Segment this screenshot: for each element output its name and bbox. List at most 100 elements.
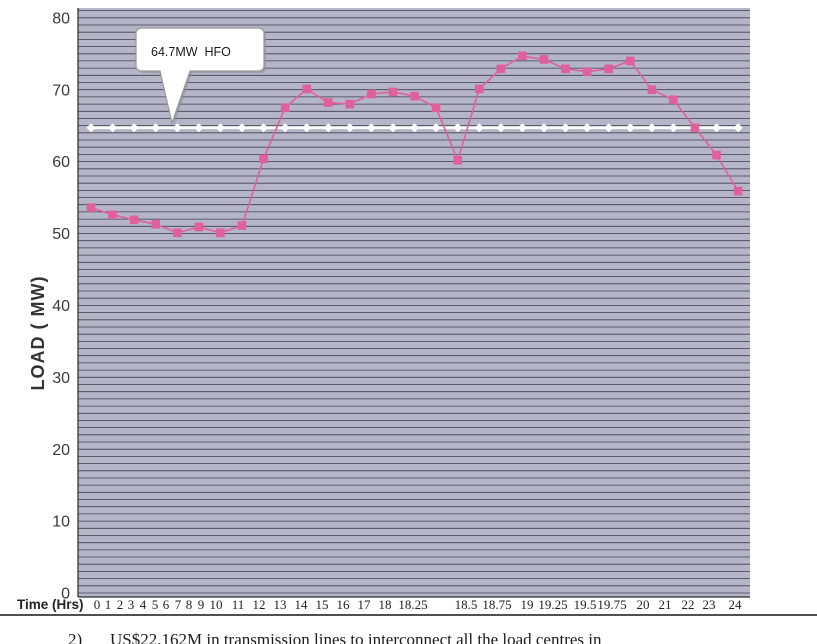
load-data-point (453, 155, 462, 165)
footer-item-number: 2) (68, 630, 83, 644)
load-data-point (712, 150, 721, 160)
load-data-point (539, 55, 549, 64)
load-data-point (518, 51, 527, 61)
load-data-point (194, 222, 204, 232)
hfo-data-point (108, 123, 118, 133)
gridlines (78, 10, 750, 594)
load-data-point (496, 64, 506, 74)
load-data-point (367, 89, 376, 99)
hfo-data-point (733, 123, 743, 133)
y-tick-label: 80 (52, 10, 70, 27)
x-tick-label: 21 (659, 597, 672, 612)
hfo-data-point (474, 123, 484, 133)
y-tick-label: 40 (52, 298, 70, 315)
hfo-data-point (237, 123, 247, 133)
series-layer (86, 51, 743, 238)
load-data-point (302, 84, 311, 94)
x-tick-label: 20 (637, 597, 650, 612)
y-tick-label: 20 (52, 442, 70, 459)
y-tick-label: 30 (52, 370, 70, 387)
x-tick-label: 9 (198, 597, 205, 612)
x-tick-label: 24 (729, 597, 743, 612)
load-data-point (280, 103, 290, 112)
plot-area (78, 8, 750, 597)
x-tick-label: 16 (337, 597, 351, 612)
hfo-data-point (215, 123, 225, 133)
hfo-data-point (647, 123, 657, 133)
load-data-point (475, 84, 484, 94)
x-tick-label: 18.75 (482, 597, 511, 612)
x-tick-label: 7 (175, 597, 182, 612)
x-tick-label: 17 (358, 597, 372, 612)
load-data-point (626, 56, 635, 66)
load-data-point (733, 186, 743, 196)
x-tick-labels: 0 1 2 3 4 5 6 7 8 9 10 11 12 13 14 15 16 17 18 18.25 18.5 18.… (94, 597, 742, 612)
hfo-data-point (302, 123, 312, 133)
load-data-point (561, 64, 570, 74)
hfo-data-point (604, 123, 614, 133)
x-tick-label: 18.5 (455, 597, 478, 612)
x-tick-label: 12 (253, 597, 266, 612)
load-data-point (690, 123, 700, 133)
x-tick-label: 1 (105, 597, 112, 612)
y-tick-label: 0 (61, 586, 70, 603)
callout-box (135, 27, 265, 126)
load-data-point (345, 99, 355, 109)
hfo-data-point (431, 123, 441, 133)
x-tick-label: 22 (682, 597, 695, 612)
hfo-data-point (409, 123, 420, 133)
x-tick-label: 10 (210, 597, 223, 612)
hfo-data-point (453, 123, 463, 133)
x-tick-label: 19 (521, 597, 534, 612)
load-data-point (410, 91, 419, 101)
hfo-data-point (582, 123, 592, 133)
hfo-data-point (172, 123, 182, 133)
hfo-data-point (259, 123, 269, 133)
x-tick-label: 19.5 (574, 597, 597, 612)
load-data-point (388, 87, 398, 97)
y-tick-label: 10 (52, 514, 70, 531)
load-data-point (129, 215, 139, 225)
load-data-point (259, 154, 268, 163)
hfo-data-point (517, 123, 527, 133)
x-tick-label: 13 (274, 597, 287, 612)
load-data-point (173, 228, 182, 238)
x-tick-label: 23 (703, 597, 716, 612)
hfo-data-point (86, 123, 96, 133)
x-tick-label: 6 (163, 597, 170, 612)
load-data-point (216, 228, 225, 238)
hfo-data-point (539, 123, 549, 133)
y-tick-label: 60 (52, 154, 70, 171)
x-tick-label: 2 (117, 597, 124, 612)
x-tick-label: 19.25 (538, 597, 567, 612)
annotation-text: 64.7MW HFO (151, 45, 231, 59)
hfo-data-point (151, 123, 161, 133)
hfo-data-point (345, 123, 355, 133)
hfo-data-point (560, 123, 571, 133)
x-axis-title: Time (Hrs) (17, 597, 84, 612)
load-data-point (431, 103, 441, 112)
load-data-point (324, 98, 333, 107)
load-data-point (647, 85, 657, 94)
load-data-point (582, 67, 592, 76)
load-data-point (237, 221, 247, 230)
y-tick-label: 50 (52, 226, 70, 243)
load-data-point (604, 64, 613, 74)
x-tick-label: 5 (152, 597, 159, 612)
footer-text: US$22.162M in transmission lines to inte… (110, 630, 602, 644)
load-data-point (151, 219, 160, 229)
hfo-data-point (323, 123, 333, 133)
load-data-point (669, 95, 678, 105)
y-axis-title: LOAD ( MW) (28, 276, 48, 391)
x-tick-label: 0 (94, 597, 101, 612)
x-tick-label: 15 (316, 597, 329, 612)
hfo-data-point (129, 123, 139, 133)
x-tick-label: 11 (232, 597, 245, 612)
hfo-data-point (625, 123, 635, 133)
x-tick-label: 19.75 (597, 597, 626, 612)
hfo-data-point (668, 123, 678, 133)
x-tick-label: 8 (186, 597, 193, 612)
x-tick-label: 18 (379, 597, 392, 612)
load-data-point (108, 210, 117, 220)
